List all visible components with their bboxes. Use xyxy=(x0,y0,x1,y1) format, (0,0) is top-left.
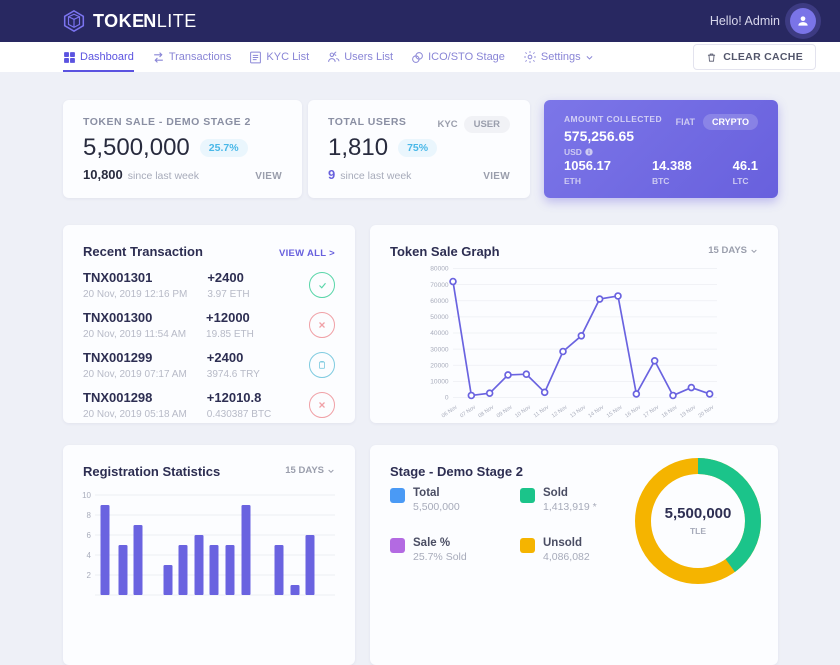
svg-text:16 Nov: 16 Nov xyxy=(624,404,642,419)
svg-text:2: 2 xyxy=(87,571,92,580)
svg-text:0: 0 xyxy=(445,395,449,402)
svg-text:09 Nov: 09 Nov xyxy=(496,404,514,419)
svg-text:17 Nov: 17 Nov xyxy=(642,404,660,419)
svg-text:50000: 50000 xyxy=(430,314,449,321)
svg-text:07 Nov: 07 Nov xyxy=(459,404,477,419)
svg-text:15 Nov: 15 Nov xyxy=(606,404,624,419)
svg-text:10000: 10000 xyxy=(430,379,449,386)
svg-text:08 Nov: 08 Nov xyxy=(477,404,495,419)
svg-text:TLE: TLE xyxy=(690,526,706,536)
svg-text:10: 10 xyxy=(82,491,91,500)
svg-text:20 Nov: 20 Nov xyxy=(697,404,715,419)
svg-text:60000: 60000 xyxy=(430,298,449,305)
svg-text:5,500,000: 5,500,000 xyxy=(665,505,732,522)
svg-text:06 Nov: 06 Nov xyxy=(441,404,459,419)
svg-text:14 Nov: 14 Nov xyxy=(587,404,605,419)
svg-text:4: 4 xyxy=(87,551,92,560)
svg-text:20000: 20000 xyxy=(430,362,449,369)
svg-text:10 Nov: 10 Nov xyxy=(514,404,532,419)
svg-text:18 Nov: 18 Nov xyxy=(661,404,679,419)
svg-text:40000: 40000 xyxy=(430,330,449,337)
svg-text:11 Nov: 11 Nov xyxy=(533,404,551,419)
svg-text:6: 6 xyxy=(87,531,92,540)
svg-text:8: 8 xyxy=(87,511,92,520)
svg-text:80000: 80000 xyxy=(430,266,449,273)
svg-text:19 Nov: 19 Nov xyxy=(679,404,697,419)
svg-text:12 Nov: 12 Nov xyxy=(551,404,569,419)
svg-text:70000: 70000 xyxy=(430,282,449,289)
svg-text:30000: 30000 xyxy=(430,346,449,353)
svg-text:13 Nov: 13 Nov xyxy=(569,404,587,419)
